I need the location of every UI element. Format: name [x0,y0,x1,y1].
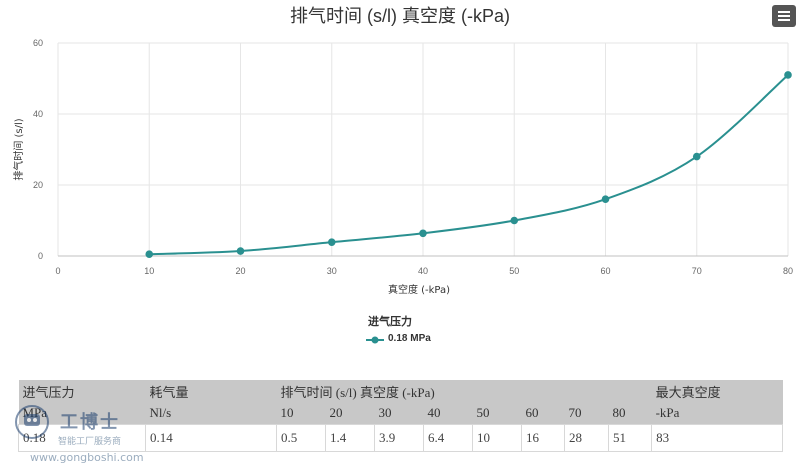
table-cell: 16 [521,424,565,452]
header-consumption: 耗气量 [145,380,277,402]
legend-series-label: 0.18 MPa [388,333,431,344]
data-point [784,71,792,79]
table-cell: 51 [607,424,653,452]
x-tick-label: 70 [692,266,702,276]
x-tick-label: 40 [418,266,428,276]
unit-cell: -kPa [651,402,783,425]
unit-cell: 70 [564,402,609,425]
header-max-vacuum: 最大真空度 [651,380,783,402]
y-tick-label: 60 [33,38,43,48]
data-point [327,238,336,246]
unit-cell: 20 [325,402,375,425]
table-cell: 10 [472,424,522,452]
x-tick-label: 50 [509,266,519,276]
table-cell: 6.4 [423,424,473,452]
y-tick-label: 20 [33,180,43,190]
table-header-row: 进气压力 耗气量 排气时间 (s/l) 真空度 (-kPa) 最大真空度 [18,380,783,402]
robot-logo-icon [15,405,49,439]
data-point [236,247,245,255]
spec-table: 进气压力 耗气量 排气时间 (s/l) 真空度 (-kPa) 最大真空度 MPa… [18,380,784,452]
line-chart: 0 10 20 30 40 50 60 70 80 0 20 40 60 真空度 (-kPa) 排气时间 (… [12,38,793,296]
x-tick-label: 10 [144,266,154,276]
header-pressure: 进气压力 [18,380,146,402]
y-tick-label: 40 [33,109,43,119]
table-unit-row: MPa Nl/s 10 20 30 40 50 60 70 80 -kPa [18,402,783,425]
table-cell: 28 [564,424,609,452]
header-exhaust-time: 排气时间 (s/l) 真空度 (-kPa) [276,380,652,402]
x-tick-label: 30 [327,266,337,276]
table-cell: 1.4 [325,424,375,452]
y-tick-label: 0 [38,251,43,261]
chart-grid [57,42,789,257]
legend-title: 进气压力 [368,316,412,328]
unit-cell: Nl/s [145,402,277,425]
unit-cell: 40 [423,402,473,425]
chart-title: 排气时间 (s/l) 真空度 (-kPa) [290,6,510,26]
data-point [601,195,610,203]
chart-series [145,71,792,259]
series-line [149,74,789,256]
data-point [692,152,701,161]
unit-cell: 10 [276,402,326,425]
table-cell: 83 [651,424,784,452]
x-tick-label: 60 [600,266,610,276]
unit-cell: 50 [472,402,522,425]
watermark-name: 工博士 [60,412,120,433]
unit-cell: 60 [521,402,565,425]
watermark-url: www.gongboshi.com [30,451,144,464]
x-axis-title: 真空度 (-kPa) [388,283,450,296]
data-point [510,216,519,225]
x-tick-label: 80 [783,266,793,276]
table-cell: 0.14 [145,424,277,452]
legend-series-symbol [366,336,384,344]
unit-cell: 30 [374,402,424,425]
x-tick-label: 20 [235,266,245,276]
data-point [419,229,427,238]
table-cell: 3.9 [374,424,424,452]
watermark-subtitle: 智能工厂服务商 [58,437,122,447]
unit-cell: 80 [608,402,652,425]
hamburger-menu-icon[interactable] [772,5,796,27]
data-point [145,250,154,259]
table-cell: 0.5 [276,424,326,452]
chart-axes: 0 10 20 30 40 50 60 70 80 0 20 40 60 真空度 (-kPa) 排气时间 (… [12,38,793,296]
watermark-logo: 工博士 智能工厂服务商 www.gongboshi.com [10,400,170,470]
x-tick-label: 0 [55,266,60,276]
y-axis-title: 排气时间 (s/l) [12,118,25,180]
